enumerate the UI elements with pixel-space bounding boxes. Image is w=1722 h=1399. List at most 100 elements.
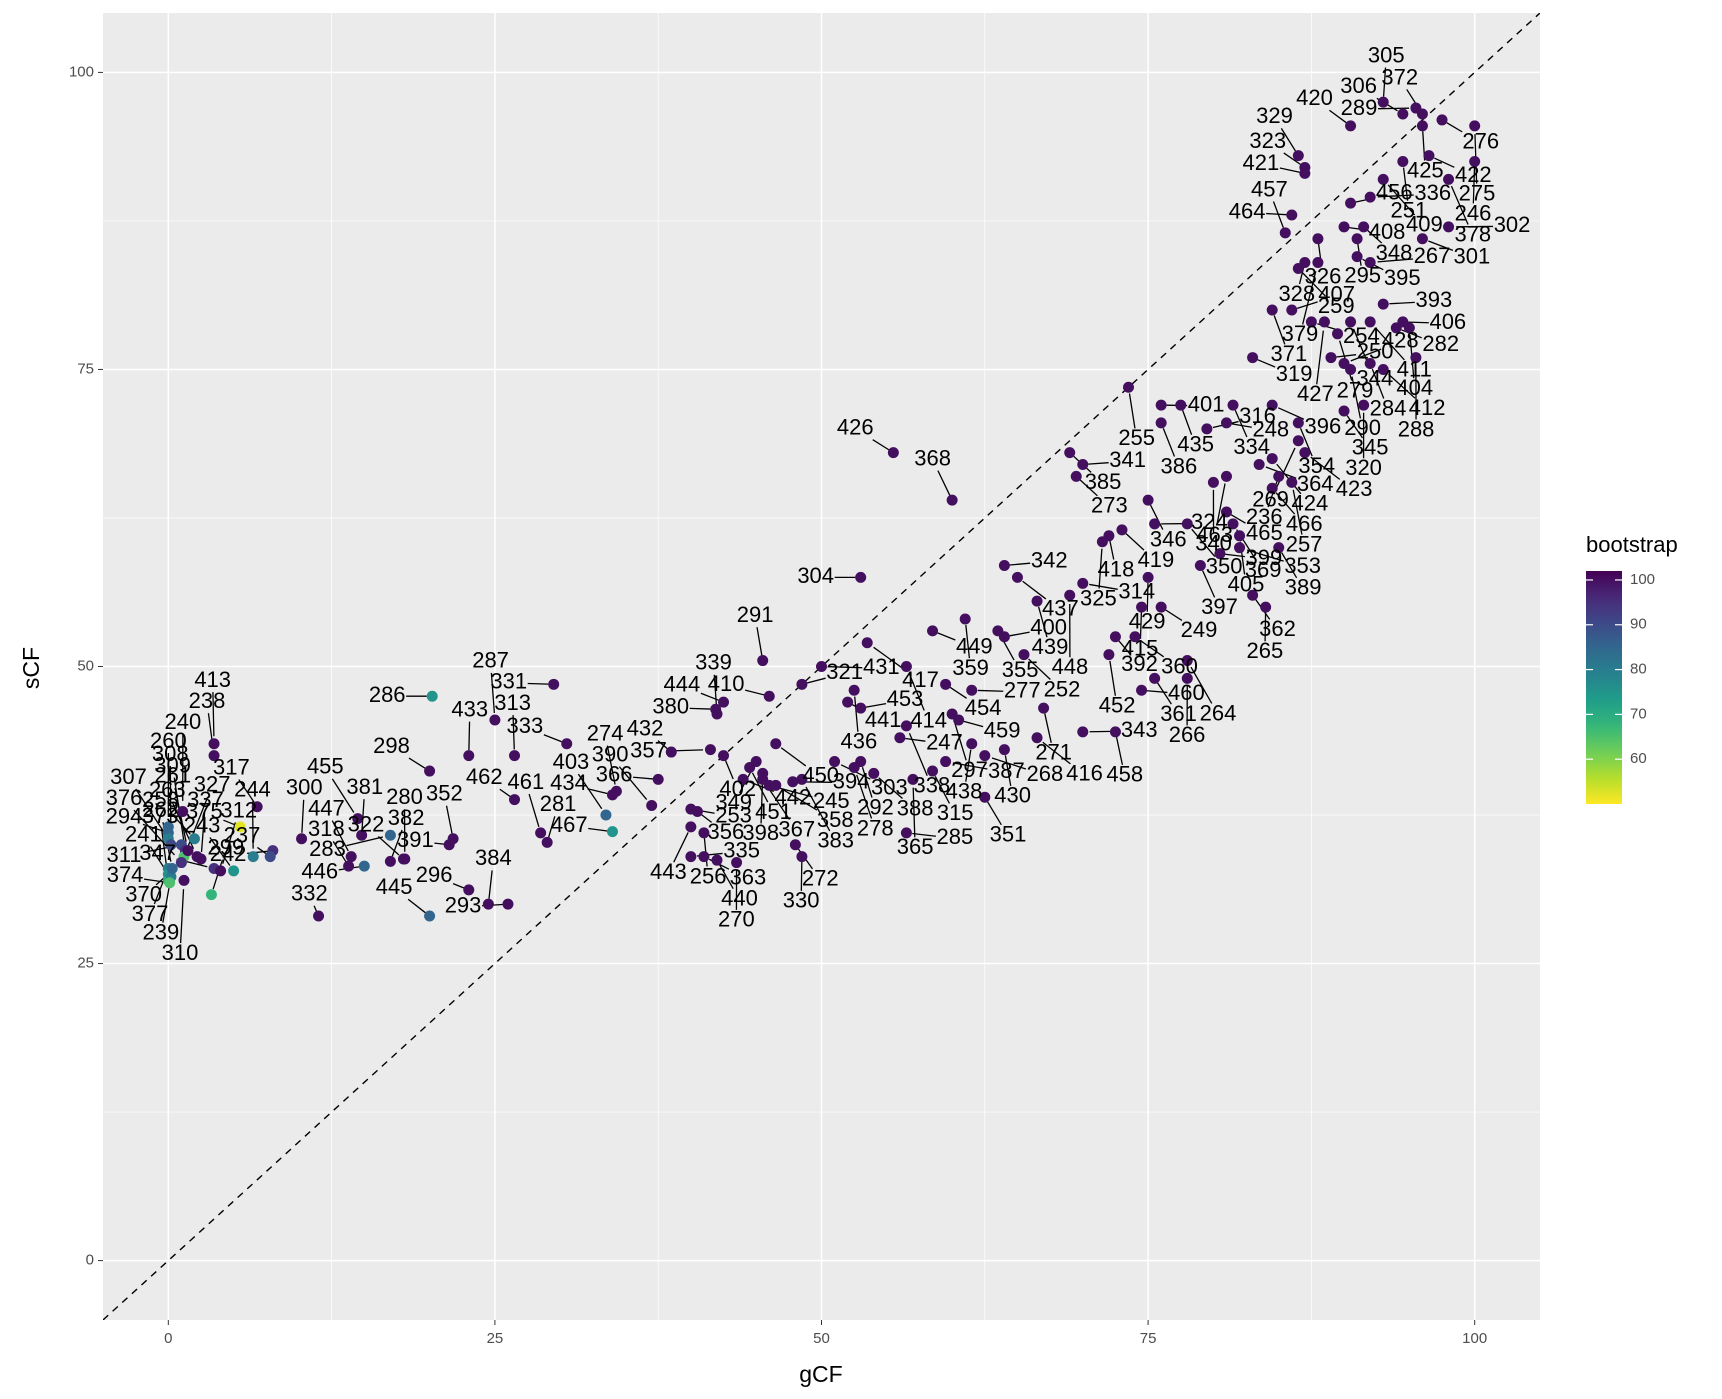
point-label: 326 bbox=[1305, 263, 1342, 288]
point-label: 401 bbox=[1188, 392, 1225, 417]
point-label: 447 bbox=[308, 795, 345, 820]
point bbox=[1221, 417, 1232, 428]
point-label: 257 bbox=[1286, 531, 1323, 556]
point-label: 269 bbox=[1252, 486, 1289, 511]
point-label: 426 bbox=[837, 414, 874, 439]
point-label: 365 bbox=[897, 834, 934, 859]
point bbox=[1417, 120, 1428, 131]
point-label: 452 bbox=[1099, 693, 1136, 718]
point bbox=[927, 625, 938, 636]
point-label: 323 bbox=[1249, 128, 1286, 153]
point bbox=[385, 856, 396, 867]
point-label: 285 bbox=[937, 824, 974, 849]
point-label: 293 bbox=[445, 893, 482, 918]
point bbox=[1156, 400, 1167, 411]
point-label: 436 bbox=[841, 729, 878, 754]
point bbox=[424, 911, 435, 922]
point-label: 329 bbox=[1256, 103, 1293, 128]
point bbox=[1012, 572, 1023, 583]
point bbox=[561, 738, 572, 749]
point-label: 265 bbox=[1247, 638, 1284, 663]
point-label: 276 bbox=[1462, 129, 1499, 154]
point-label: 270 bbox=[718, 907, 755, 932]
leader-line bbox=[528, 683, 549, 684]
point-label: 380 bbox=[652, 694, 689, 719]
point bbox=[1325, 352, 1336, 363]
point bbox=[1443, 221, 1454, 232]
x-tick-label: 75 bbox=[1140, 1330, 1157, 1347]
point bbox=[1077, 726, 1088, 737]
point bbox=[751, 756, 762, 767]
point bbox=[1143, 495, 1154, 506]
point bbox=[1345, 120, 1356, 131]
point-label: 261 bbox=[154, 763, 191, 788]
point-label: 289 bbox=[1341, 95, 1378, 120]
point bbox=[711, 709, 722, 720]
point bbox=[1064, 447, 1075, 458]
point-label: 354 bbox=[1298, 453, 1335, 478]
point bbox=[1293, 435, 1304, 446]
point-label: 278 bbox=[857, 815, 894, 840]
point bbox=[1397, 108, 1408, 119]
x-tick-label: 0 bbox=[164, 1330, 172, 1347]
point bbox=[692, 806, 703, 817]
point bbox=[718, 750, 729, 761]
point bbox=[685, 851, 696, 862]
point-label: 431 bbox=[863, 654, 900, 679]
point-label: 414 bbox=[910, 707, 947, 732]
point-label: 395 bbox=[1384, 265, 1421, 290]
point bbox=[796, 851, 807, 862]
point-label: 237 bbox=[224, 822, 261, 847]
point bbox=[940, 756, 951, 767]
point bbox=[1312, 233, 1323, 244]
point-label: 397 bbox=[1201, 594, 1238, 619]
leader-line bbox=[1408, 322, 1429, 323]
point-label: 320 bbox=[1345, 455, 1382, 480]
point-label: 420 bbox=[1296, 85, 1333, 110]
point-label: 389 bbox=[1285, 575, 1322, 600]
point bbox=[999, 560, 1010, 571]
point bbox=[509, 750, 520, 761]
point bbox=[1228, 400, 1239, 411]
point-label: 244 bbox=[234, 776, 271, 801]
point bbox=[1123, 382, 1134, 393]
point bbox=[1332, 328, 1343, 339]
point bbox=[1293, 150, 1304, 161]
point-label: 330 bbox=[783, 888, 820, 913]
point bbox=[313, 911, 324, 922]
y-axis-title: sCF bbox=[18, 647, 44, 689]
point bbox=[164, 877, 175, 888]
point bbox=[894, 732, 905, 743]
point bbox=[1260, 602, 1271, 613]
point-label: 464 bbox=[1229, 198, 1266, 223]
x-axis-title: gCF bbox=[799, 1361, 842, 1387]
point bbox=[535, 827, 546, 838]
point-label: 317 bbox=[213, 754, 250, 779]
point-label: 243 bbox=[184, 812, 221, 837]
y-tick-label: 75 bbox=[77, 360, 94, 377]
point bbox=[1352, 251, 1363, 262]
point bbox=[855, 572, 866, 583]
point-label: 343 bbox=[1121, 717, 1158, 742]
point-label: 381 bbox=[346, 774, 383, 799]
leader-line bbox=[978, 690, 1003, 691]
point bbox=[1221, 471, 1232, 482]
point bbox=[424, 766, 435, 777]
point-label: 448 bbox=[1052, 654, 1089, 679]
point-label: 352 bbox=[426, 781, 463, 806]
point-label: 383 bbox=[817, 828, 854, 853]
point bbox=[1319, 316, 1330, 327]
point-label: 357 bbox=[630, 737, 667, 762]
point bbox=[1071, 471, 1082, 482]
point-label: 429 bbox=[1129, 609, 1166, 634]
point bbox=[206, 889, 217, 900]
point-label: 391 bbox=[397, 827, 434, 852]
point bbox=[842, 697, 853, 708]
point bbox=[770, 738, 781, 749]
point bbox=[953, 714, 964, 725]
point-label: 271 bbox=[1035, 740, 1072, 765]
point-label: 378 bbox=[1454, 221, 1491, 246]
point-label: 332 bbox=[291, 881, 328, 906]
point bbox=[1032, 596, 1043, 607]
